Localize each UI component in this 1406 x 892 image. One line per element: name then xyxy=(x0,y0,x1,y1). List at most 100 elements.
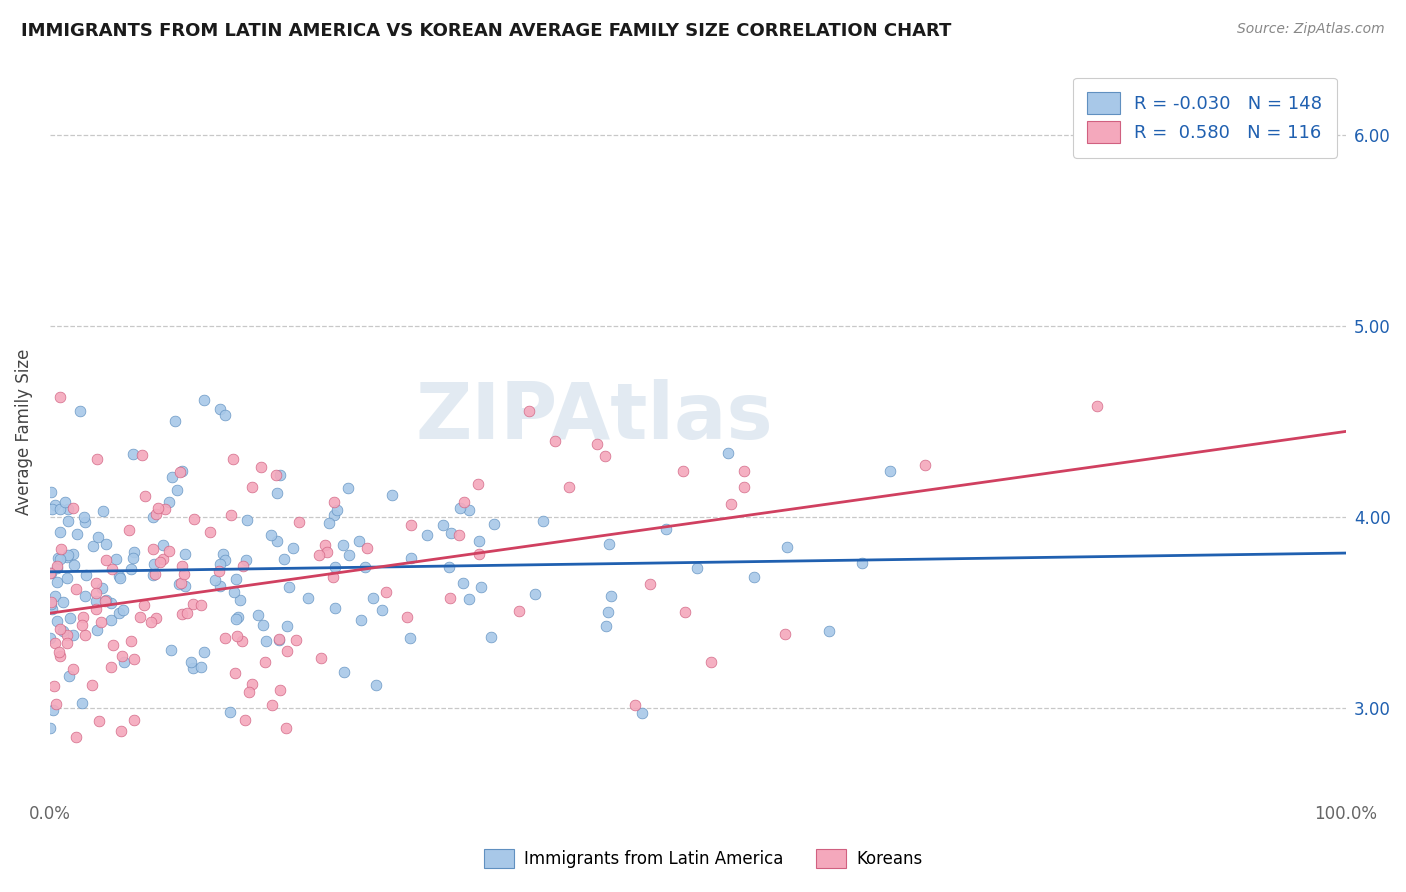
Point xyxy=(399,550,422,565)
Point xyxy=(914,458,936,473)
Point xyxy=(269,467,291,482)
Point xyxy=(347,533,370,548)
Point xyxy=(120,633,142,648)
Point xyxy=(56,627,79,641)
Point xyxy=(90,581,112,595)
Point xyxy=(776,540,799,554)
Point xyxy=(467,548,489,562)
Point xyxy=(219,706,242,720)
Point xyxy=(70,696,93,710)
Point xyxy=(686,561,709,575)
Point xyxy=(42,703,65,717)
Point xyxy=(276,619,298,633)
Point xyxy=(169,465,191,479)
Point xyxy=(323,560,346,574)
Point xyxy=(733,480,755,494)
Point xyxy=(173,566,195,581)
Point xyxy=(1085,399,1108,413)
Point xyxy=(558,480,581,494)
Point xyxy=(336,481,359,495)
Point xyxy=(100,660,122,674)
Point xyxy=(214,632,236,646)
Point xyxy=(252,618,274,632)
Point xyxy=(381,488,404,502)
Point xyxy=(353,560,375,574)
Point xyxy=(222,451,245,466)
Point xyxy=(72,610,94,624)
Point xyxy=(181,597,204,611)
Point xyxy=(170,576,193,591)
Point xyxy=(851,556,873,570)
Point xyxy=(166,483,188,498)
Point xyxy=(209,401,232,416)
Point xyxy=(308,549,330,563)
Point xyxy=(246,608,269,623)
Point xyxy=(242,676,264,690)
Point xyxy=(75,568,97,582)
Point xyxy=(624,698,647,713)
Point xyxy=(62,628,84,642)
Point xyxy=(638,577,661,591)
Point xyxy=(49,551,72,566)
Point xyxy=(39,595,62,609)
Point xyxy=(167,577,190,591)
Point xyxy=(470,580,492,594)
Point xyxy=(531,514,554,528)
Point xyxy=(267,633,290,648)
Point xyxy=(42,679,65,693)
Point xyxy=(48,645,70,659)
Point xyxy=(172,607,194,621)
Point xyxy=(879,464,901,478)
Point xyxy=(46,550,69,565)
Point xyxy=(62,500,84,515)
Point xyxy=(65,582,87,596)
Point xyxy=(209,558,232,572)
Point xyxy=(214,409,236,423)
Point xyxy=(337,548,360,562)
Point xyxy=(118,523,141,537)
Point xyxy=(39,484,62,499)
Point xyxy=(173,547,195,561)
Point xyxy=(599,589,621,603)
Point xyxy=(274,721,297,735)
Point xyxy=(75,515,97,529)
Point xyxy=(180,655,202,669)
Point xyxy=(264,468,287,483)
Point xyxy=(598,537,620,551)
Point xyxy=(94,594,117,608)
Point xyxy=(236,513,259,527)
Point xyxy=(65,730,87,744)
Point xyxy=(56,548,79,562)
Point xyxy=(48,390,70,404)
Point xyxy=(100,596,122,610)
Point xyxy=(44,498,66,512)
Point xyxy=(297,591,319,605)
Point xyxy=(204,574,226,588)
Point xyxy=(46,561,69,575)
Point xyxy=(73,627,96,641)
Point xyxy=(146,500,169,515)
Point xyxy=(447,528,470,542)
Point xyxy=(773,626,796,640)
Point xyxy=(108,569,131,583)
Point xyxy=(519,404,541,418)
Point xyxy=(101,561,124,575)
Point xyxy=(399,517,422,532)
Point xyxy=(101,638,124,652)
Point xyxy=(49,501,72,516)
Point xyxy=(193,392,215,407)
Point xyxy=(226,629,249,643)
Point xyxy=(45,697,67,711)
Point xyxy=(449,501,471,516)
Point xyxy=(458,591,481,606)
Point xyxy=(62,663,84,677)
Point xyxy=(231,633,253,648)
Point xyxy=(350,613,373,627)
Point xyxy=(46,615,69,629)
Point xyxy=(170,464,193,478)
Point xyxy=(143,567,166,582)
Point xyxy=(416,528,439,542)
Point xyxy=(260,528,283,542)
Point xyxy=(453,576,475,591)
Point xyxy=(148,554,170,568)
